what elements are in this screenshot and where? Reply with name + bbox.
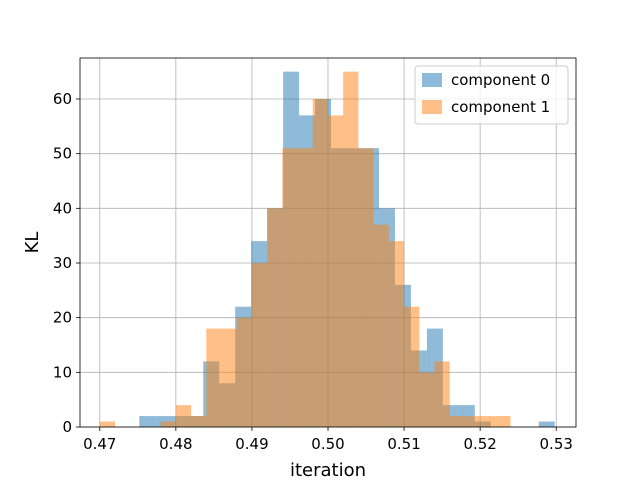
- histogram-bars: [99, 71, 555, 428]
- x-tick-label: 0.48: [159, 435, 192, 453]
- bar-component-1: [160, 421, 176, 427]
- x-tick-label: 0.49: [235, 435, 268, 453]
- bar-component-1: [297, 148, 313, 427]
- bar-component-1: [99, 421, 115, 427]
- bar-component-1: [282, 148, 298, 427]
- bar-component-1: [175, 405, 192, 427]
- bar-component-0: [538, 421, 555, 427]
- x-tick-label: 0.53: [540, 435, 573, 453]
- y-tick-label: 60: [53, 90, 72, 108]
- bar-component-1: [419, 372, 435, 427]
- x-tick-label: 0.51: [387, 435, 420, 453]
- bar-component-1: [206, 328, 222, 427]
- bar-component-1: [267, 208, 283, 427]
- bar-component-1: [464, 416, 481, 427]
- bar-component-1: [221, 328, 237, 427]
- y-tick-label: 20: [53, 309, 72, 327]
- bar-component-1: [328, 115, 344, 428]
- legend-box: [414, 65, 569, 125]
- y-tick-label: 50: [53, 145, 72, 163]
- x-axis-label: iteration: [290, 460, 366, 480]
- x-tick-label: 0.52: [463, 435, 496, 453]
- y-tick-label: 10: [53, 363, 72, 381]
- bar-component-1: [251, 263, 268, 427]
- y-tick-label: 40: [53, 199, 72, 217]
- bar-component-1: [495, 416, 511, 427]
- y-axis-label: KL: [22, 232, 43, 254]
- bar-component-1: [343, 71, 359, 428]
- bar-component-1: [236, 317, 252, 427]
- x-tick-label: 0.50: [311, 435, 344, 453]
- bar-component-1: [358, 148, 374, 427]
- bar-component-1: [388, 241, 405, 427]
- legend-swatch-component-0: [422, 73, 442, 87]
- legend-label-component-0: component 0: [451, 71, 550, 89]
- bar-component-0: [139, 416, 156, 427]
- x-axis-ticks: 0.47 0.48 0.49 0.50 0.51 0.52 0.53: [83, 427, 573, 453]
- y-axis-ticks: 0 10 20 30 40 50 60: [53, 90, 80, 436]
- y-tick-label: 0: [62, 418, 72, 436]
- legend-label-component-1: component 1: [451, 98, 550, 116]
- bar-component-1: [449, 416, 465, 427]
- bar-component-1: [312, 99, 328, 427]
- legend: component 0 component 1: [414, 65, 569, 125]
- bar-component-1: [434, 361, 450, 427]
- bar-component-1: [373, 224, 389, 427]
- x-tick-label: 0.47: [83, 435, 116, 453]
- bar-component-1: [404, 306, 420, 427]
- legend-swatch-component-1: [422, 100, 442, 114]
- y-tick-label: 30: [53, 254, 72, 272]
- bar-component-1: [480, 416, 496, 427]
- bar-component-1: [191, 416, 207, 427]
